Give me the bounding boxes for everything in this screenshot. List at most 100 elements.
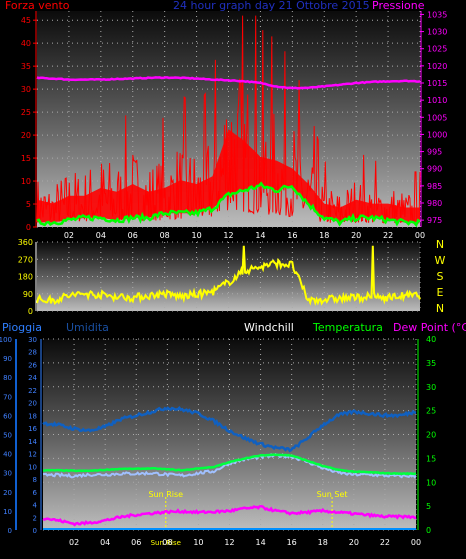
temperature-label: Temperatura (312, 321, 383, 334)
windchill-label: Windchill (244, 321, 294, 334)
sun-marker-label: Sun Rise (148, 490, 183, 499)
humidity-tick: 80 (3, 374, 12, 382)
pressure-label: Pressione (372, 0, 425, 12)
x-tick-label: 04 (100, 538, 110, 547)
rain-tick: 16 (28, 425, 37, 433)
wind-speed-label: Forza vento (5, 0, 70, 12)
wind-speed-tick: 0 (26, 223, 31, 232)
x-tick-label: 12 (223, 231, 233, 240)
x-tick-label: 20 (349, 538, 359, 547)
direction-tick: 270 (18, 255, 33, 264)
pressure-tick: 1020 (427, 62, 447, 71)
x-tick-label: 14 (255, 538, 265, 547)
rain-tick: 8 (33, 476, 37, 484)
rain-tick: 26 (28, 361, 37, 369)
wind-average-line (36, 181, 421, 228)
temperature-tick: 40 (426, 335, 436, 344)
direction-tick: 90 (23, 290, 33, 299)
temperature-tick: 20 (426, 431, 436, 440)
compass-letter: W (435, 254, 446, 267)
rain-tick: 6 (33, 489, 38, 497)
rain-label: Pioggia (2, 321, 42, 334)
top-x-axis: 02 04 06 08 10 12 14 16 18 20 22 00 (64, 231, 425, 240)
direction-tick: 0 (28, 307, 33, 316)
x-tick-label: 20 (351, 231, 361, 240)
wind-direction-axis: 0 90 180 270 360 (18, 238, 37, 316)
pressure-line (36, 76, 421, 90)
wind-pressure-series (36, 15, 421, 228)
temperature-tick: 0 (426, 526, 431, 535)
humidity-tick: 50 (3, 432, 12, 440)
chart-title: 24 hour graph day 21 Ottobre 2015 (173, 0, 370, 12)
pressure-tick: 1000 (427, 130, 447, 139)
rain-tick: 20 (28, 400, 37, 408)
wind-speed-tick: 30 (21, 85, 31, 94)
temperature-line (42, 453, 417, 476)
wind-speed-tick: 15 (21, 154, 31, 163)
compass-letter: N (436, 302, 444, 315)
x-tick-label: 22 (383, 231, 393, 240)
rain-tick: 18 (28, 412, 37, 420)
x-tick-label: 10 (191, 231, 201, 240)
pressure-tick: 995 (427, 148, 442, 157)
humidity-line (42, 406, 417, 453)
direction-tick: 360 (18, 238, 33, 247)
rain-tick: 12 (28, 451, 37, 459)
humidity-tick: 100 (0, 336, 12, 344)
temperature-series (42, 406, 417, 530)
wind-direction-line (36, 245, 421, 307)
rain-tick: 24 (28, 374, 37, 382)
rain-tick: 30 (28, 336, 37, 344)
x-tick-label: 14 (255, 231, 265, 240)
wind-speed-tick: 10 (21, 177, 31, 186)
humidity-tick: 60 (3, 412, 12, 420)
rain-tick: 14 (28, 438, 37, 446)
x-tick-label: 08 (160, 231, 170, 240)
x-tick-label: 18 (319, 231, 329, 240)
x-tick-label: 18 (318, 538, 328, 547)
compass-letter: N (436, 238, 444, 251)
humidity-tick: 10 (3, 508, 12, 516)
pressure-tick: 1035 (427, 10, 447, 19)
pressure-tick: 1025 (427, 45, 447, 54)
x-tick-label: 08 (162, 538, 172, 547)
humidity-tick: 20 (3, 489, 12, 497)
compass-letter: E (437, 286, 444, 299)
sun-rise-axis-label: Sun Rise (151, 539, 181, 547)
temperature-tick: 15 (426, 454, 436, 463)
dewpoint-line (42, 504, 417, 527)
rain-tick: 2 (33, 514, 37, 522)
temperature-tick: 10 (426, 478, 436, 487)
rain-tick: 0 (33, 527, 37, 535)
wind-speed-tick: 20 (21, 131, 31, 140)
x-tick-label: 00 (411, 538, 421, 547)
rain-tick: 28 (28, 349, 37, 357)
temperature-tick: 30 (426, 383, 436, 392)
pressure-tick: 1010 (427, 96, 447, 105)
rain-tick: 4 (33, 502, 38, 510)
x-tick-label: 02 (64, 231, 74, 240)
temperature-tick: 5 (426, 502, 431, 511)
dewpoint-label: Dew Point (°C) (393, 321, 466, 334)
x-tick-label: 12 (224, 538, 234, 547)
wind-speed-axis: 0 5 10 15 20 25 30 35 40 45 (21, 11, 37, 232)
wind-speed-tick: 40 (21, 39, 31, 48)
x-tick-label: 22 (380, 538, 390, 547)
humidity-label: Umidita (66, 321, 109, 334)
pressure-tick: 990 (427, 165, 442, 174)
pressure-tick: 1005 (427, 113, 447, 122)
pressure-tick: 1030 (427, 28, 447, 37)
temperature-axis: 0 5 10 15 20 25 30 35 40 (426, 335, 436, 535)
x-tick-label: 06 (131, 538, 141, 547)
sun-marker-label: Sun Set (317, 490, 348, 499)
humidity-tick: 30 (3, 470, 12, 478)
x-tick-label: 16 (287, 538, 297, 547)
temperature-tick: 35 (426, 359, 436, 368)
pressure-tick: 980 (427, 199, 442, 208)
humidity-tick: 0 (8, 527, 12, 535)
wind-direction-series (36, 245, 421, 307)
